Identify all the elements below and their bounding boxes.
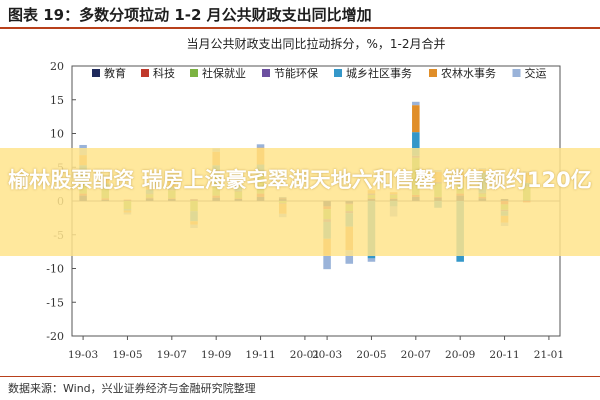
legend-swatch <box>429 69 437 77</box>
legend-entry: 交运 <box>525 66 547 80</box>
banner-text: 榆林股票配资 瑞房上海豪宅翠湖天地六和售罄 销售额约120亿 <box>8 168 592 192</box>
bar-segment <box>412 105 420 133</box>
bottom-divider <box>0 376 600 377</box>
x-tick-label: 19-07 <box>157 349 187 361</box>
y-tick-label: 10 <box>50 128 64 141</box>
legend-swatch <box>141 69 149 77</box>
bar-segment <box>367 258 376 262</box>
title-bar: 图表 19：多数分项拉动 1-2 月公共财政支出同比增加 <box>0 0 600 29</box>
x-tick-label: 19-05 <box>112 349 142 361</box>
x-tick-label: 20-11 <box>489 349 519 361</box>
legend-entry: 城乡社区事务 <box>346 66 412 80</box>
bar-segment <box>323 255 331 270</box>
legend-entry: 农林水事务 <box>441 66 496 80</box>
x-tick-label: 19-11 <box>245 349 275 361</box>
y-tick-label: -10 <box>46 263 64 276</box>
bar-segment <box>345 250 354 264</box>
data-source: 数据来源：Wind，兴业证券经济与金融研究院整理 <box>8 382 256 395</box>
x-tick-label: 19-09 <box>201 349 231 361</box>
bar-segment <box>412 132 420 156</box>
chart-title: 当月公共财政支出同比拉动拆分，%，1-2月合并 <box>186 36 445 51</box>
figure-title: 图表 19：多数分项拉动 1-2 月公共财政支出同比增加 <box>8 6 372 24</box>
y-tick-label: 20 <box>50 60 64 73</box>
legend-entry: 科技 <box>153 66 175 80</box>
x-tick-label: 20-09 <box>445 349 475 361</box>
y-tick-label: -15 <box>46 296 64 309</box>
bar-segment <box>412 101 420 106</box>
x-tick-label: 20-05 <box>356 349 386 361</box>
legend-entry: 教育 <box>104 66 126 80</box>
legend-swatch <box>512 69 521 77</box>
x-tick-label: 20-01 <box>290 349 320 361</box>
x-tick-label: 20-07 <box>401 349 431 361</box>
y-tick-label: 15 <box>50 94 64 107</box>
legend-entry: 节能环保 <box>274 66 318 80</box>
legend-swatch <box>92 69 100 77</box>
x-tick-label: 21-01 <box>534 349 564 361</box>
legend-swatch <box>334 69 342 77</box>
legend-swatch <box>190 69 198 77</box>
x-tick-label: 19-03 <box>68 349 98 361</box>
legend-swatch <box>262 69 270 77</box>
overlay-banner: 榆林股票配资 瑞房上海豪宅翠湖天地六和售罄 销售额约120亿 <box>0 148 600 256</box>
legend-entry: 社保就业 <box>202 66 246 80</box>
bar-segment <box>256 144 265 148</box>
x-tick-label: 20-03 <box>312 349 342 361</box>
y-tick-label: -20 <box>46 330 64 343</box>
